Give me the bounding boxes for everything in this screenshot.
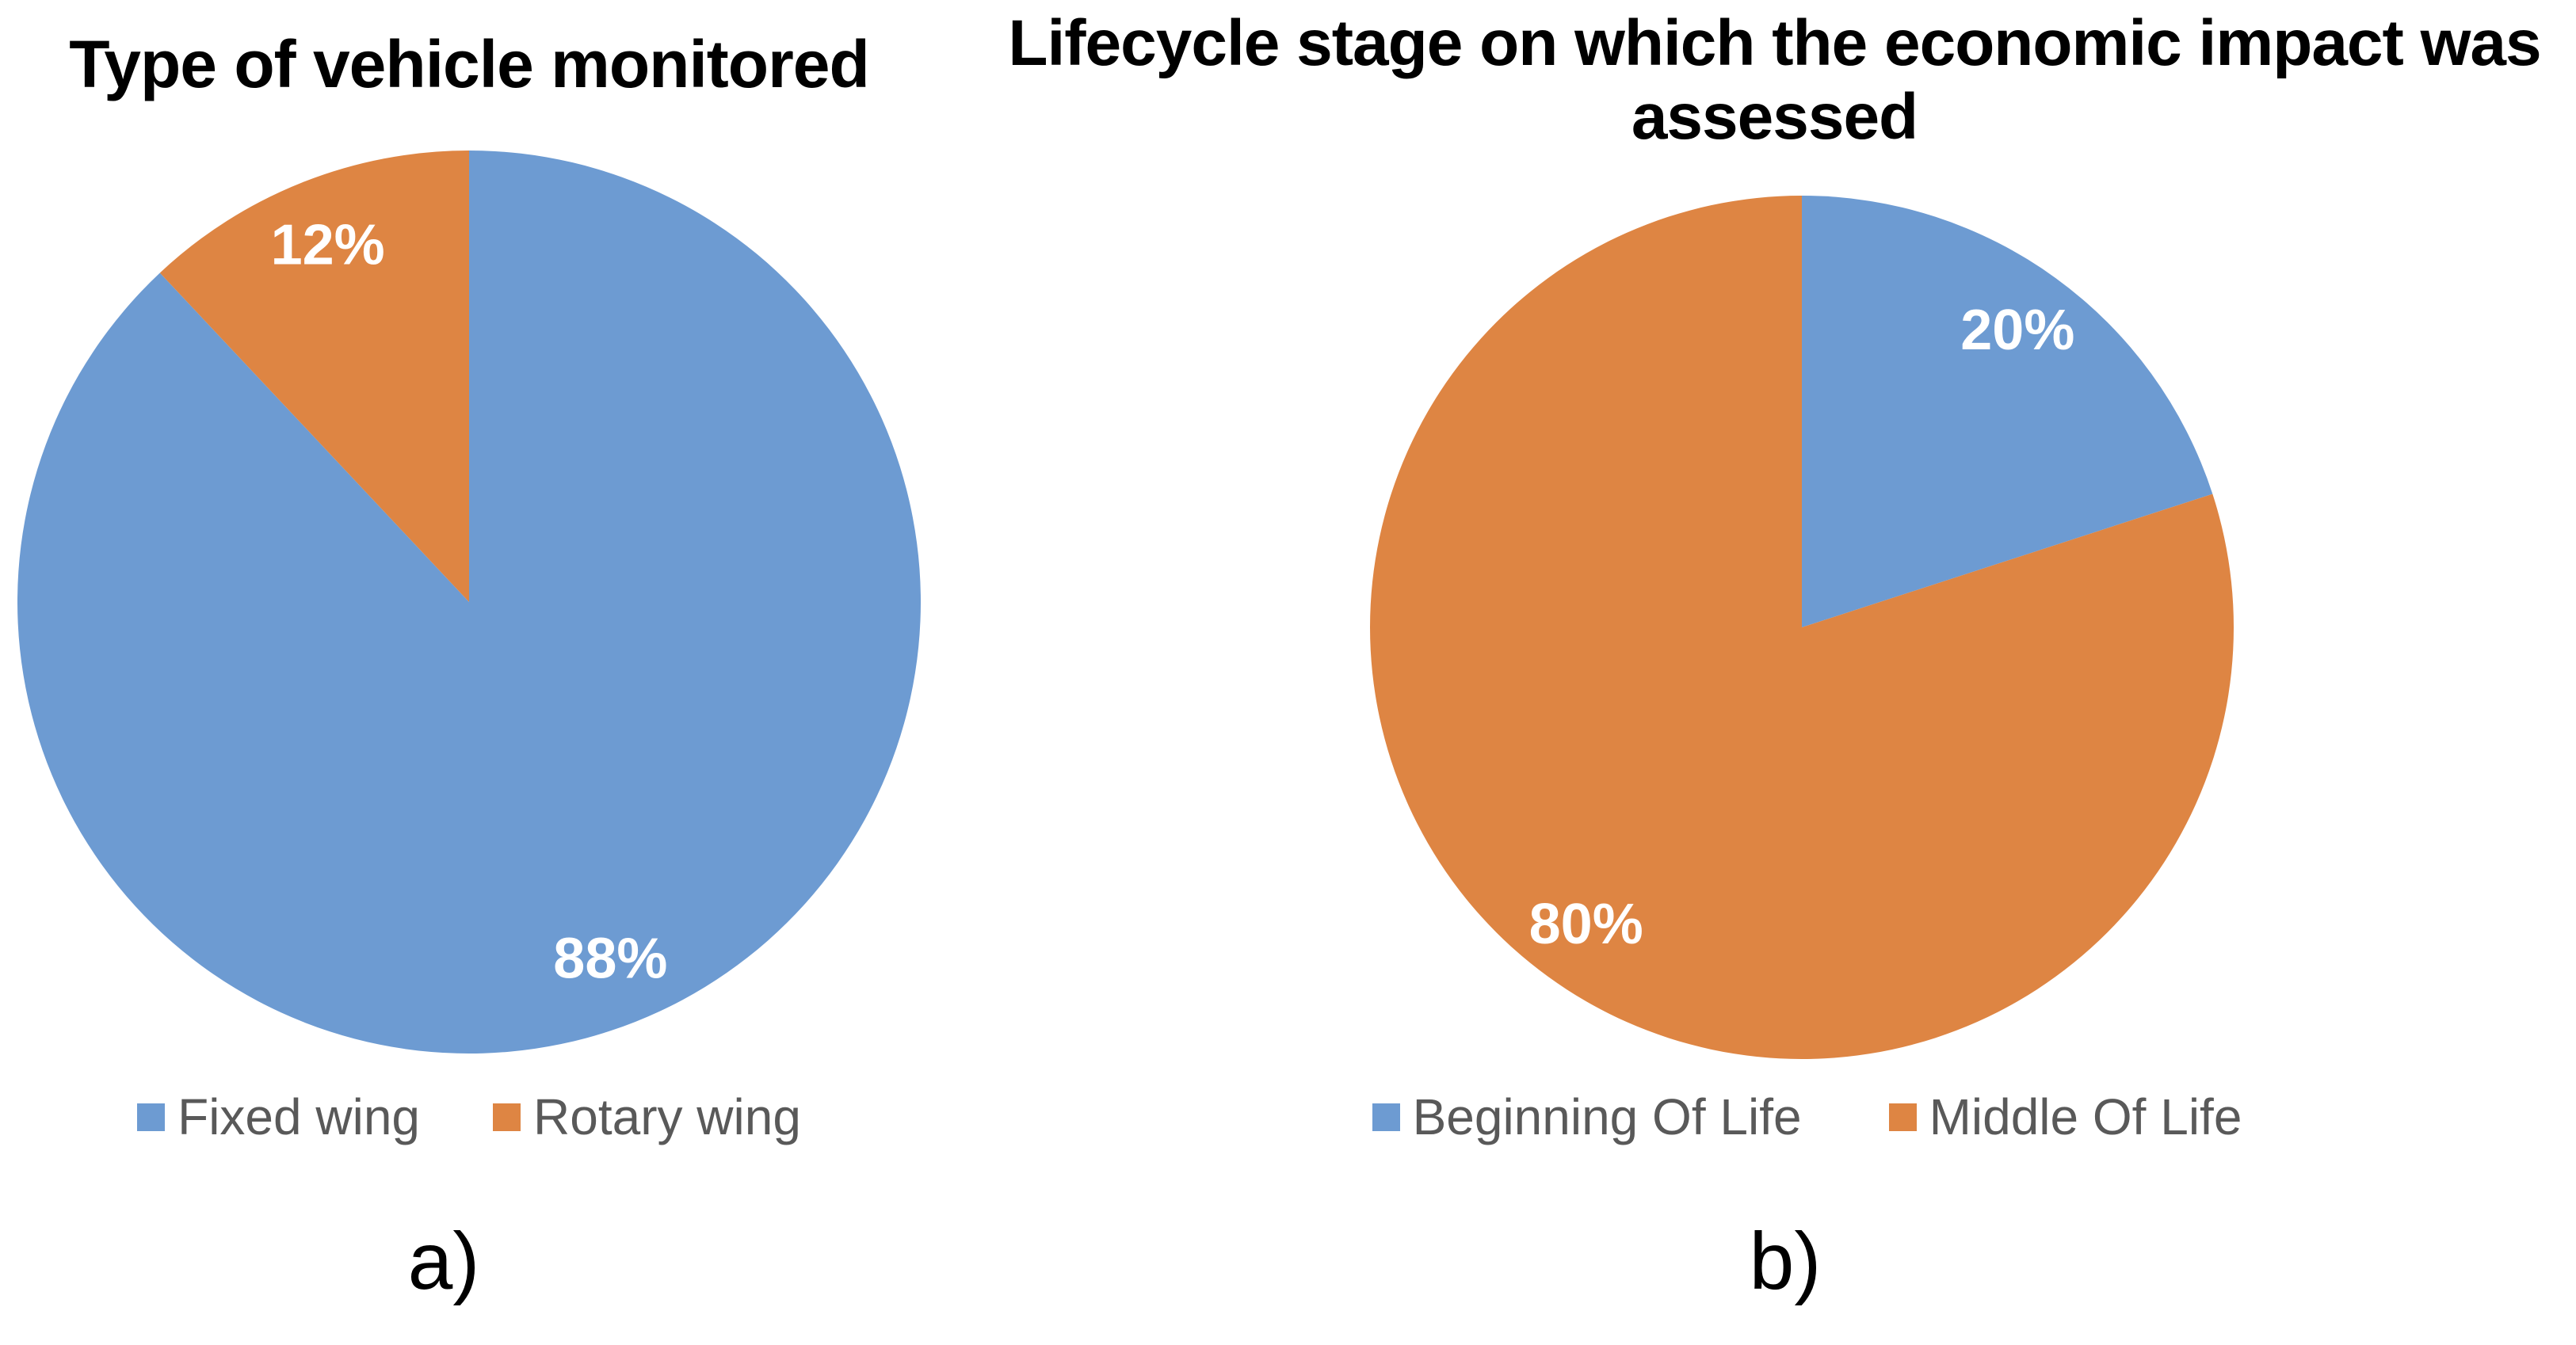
- chart-b-title-line-2: assessed: [1631, 81, 1918, 154]
- slice-label-middle-of-life: 80%: [1529, 893, 1643, 956]
- pie-chart-a: 88% 12%: [17, 151, 921, 1054]
- legend-item-middle-of-life: Middle Of Life: [1888, 1088, 2242, 1146]
- legend-swatch-rotary-wing: [493, 1103, 521, 1131]
- panel-label-a: a): [407, 1216, 480, 1306]
- legend-swatch-fixed-wing: [137, 1103, 166, 1131]
- legend-label-middle-of-life: Middle Of Life: [1929, 1088, 2242, 1145]
- chart-b-title-line-1: Lifecycle stage on which the economic im…: [1008, 7, 2541, 79]
- slice-label-fixed-wing: 88%: [553, 927, 667, 990]
- legend-label-fixed-wing: Fixed wing: [177, 1088, 420, 1145]
- legend-label-beginning-of-life: Beginning Of Life: [1412, 1088, 1802, 1145]
- chart-a-title-line: Type of vehicle monitored: [69, 27, 870, 101]
- pie-slice-fixed-wing: [17, 151, 921, 1054]
- pie-slice-middle-of-life: [1370, 196, 2234, 1059]
- chart-a-legend: Fixed wing Rotary wing: [0, 1087, 938, 1147]
- slice-label-beginning-of-life: 20%: [1960, 299, 2074, 362]
- legend-item-beginning-of-life: Beginning Of Life: [1372, 1088, 1802, 1146]
- pie-slice-rotary-wing: [159, 151, 469, 602]
- chart-a-title: Type of vehicle monitored: [0, 27, 938, 101]
- pie-chart-b: 20% 80%: [1370, 196, 2234, 1059]
- pie-slice-beginning-of-life: [1802, 196, 2213, 627]
- panel-label-b: b): [1749, 1216, 1822, 1306]
- chart-b-title: Lifecycle stage on which the economic im…: [973, 6, 2576, 154]
- slice-label-rotary-wing: 12%: [271, 214, 385, 277]
- legend-swatch-beginning-of-life: [1372, 1103, 1400, 1131]
- legend-item-rotary-wing: Rotary wing: [493, 1088, 801, 1146]
- legend-item-fixed-wing: Fixed wing: [137, 1088, 420, 1146]
- legend-label-rotary-wing: Rotary wing: [533, 1088, 801, 1145]
- legend-swatch-middle-of-life: [1888, 1103, 1917, 1131]
- chart-b-legend: Beginning Of Life Middle Of Life: [1038, 1087, 2576, 1147]
